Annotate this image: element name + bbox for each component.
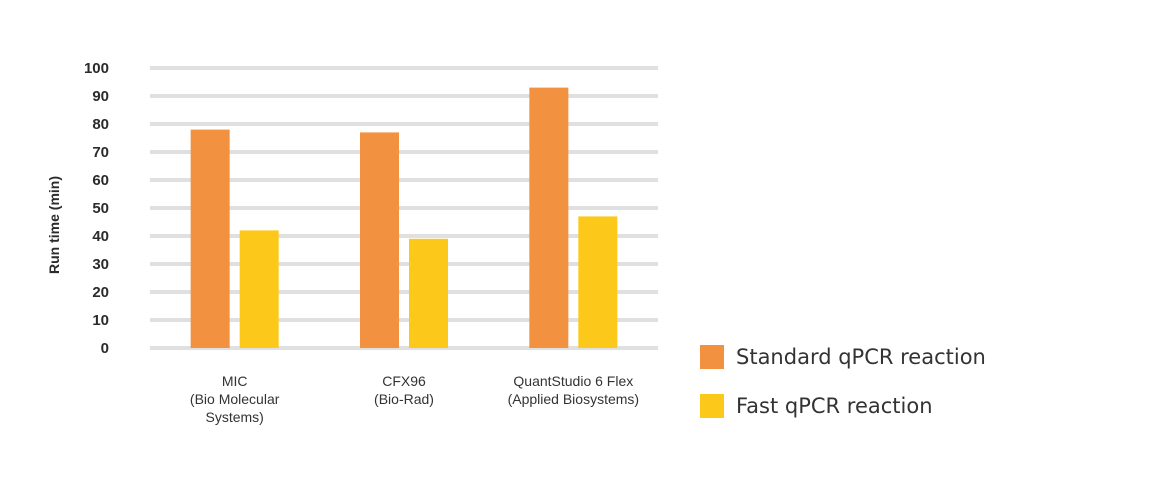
bar <box>190 129 230 348</box>
legend-item-standard: Standard qPCR reaction <box>700 340 986 374</box>
y-tick-label: 40 <box>92 228 109 245</box>
bar <box>409 238 448 348</box>
y-tick-label: 90 <box>92 88 109 105</box>
y-tick-label: 100 <box>84 60 109 77</box>
legend: Standard qPCR reaction Fast qPCR reactio… <box>700 340 986 438</box>
y-tick-label: 20 <box>92 284 109 301</box>
gridlines <box>150 66 658 350</box>
legend-swatch-fast <box>700 394 724 418</box>
bar <box>360 132 399 348</box>
y-tick-label: 30 <box>92 256 109 273</box>
legend-swatch-standard <box>700 345 724 369</box>
x-category-label: (Bio-Rad) <box>374 391 434 407</box>
x-category-label: MIC <box>222 373 248 389</box>
y-axis-label: Run time (min) <box>46 176 62 274</box>
legend-item-fast: Fast qPCR reaction <box>700 389 986 423</box>
y-tick-label: 70 <box>92 144 109 161</box>
bar <box>578 216 618 348</box>
category-labels: MIC (Bio Molecular Systems) CFX96 (Bio-Rad) Q… <box>190 373 639 425</box>
y-tick-label: 50 <box>92 200 109 217</box>
y-tick-label: 0 <box>101 340 109 357</box>
x-category-label: QuantStudio 6 Flex <box>513 373 633 389</box>
y-tick-label: 60 <box>92 172 109 189</box>
legend-label-fast: Fast qPCR reaction <box>736 394 933 418</box>
legend-label-standard: Standard qPCR reaction <box>736 345 986 369</box>
x-category-label: Systems) <box>205 409 263 425</box>
y-axis-ticks: 0 10 20 30 40 50 60 70 80 90 100 <box>84 60 109 357</box>
x-category-label: (Applied Biosystems) <box>508 391 640 407</box>
bar <box>529 87 569 348</box>
bar <box>239 230 279 348</box>
x-category-label: (Bio Molecular <box>190 391 280 407</box>
x-category-label: CFX96 <box>382 373 426 389</box>
y-tick-label: 80 <box>92 116 109 133</box>
y-tick-label: 10 <box>92 312 109 329</box>
bars <box>190 87 618 348</box>
